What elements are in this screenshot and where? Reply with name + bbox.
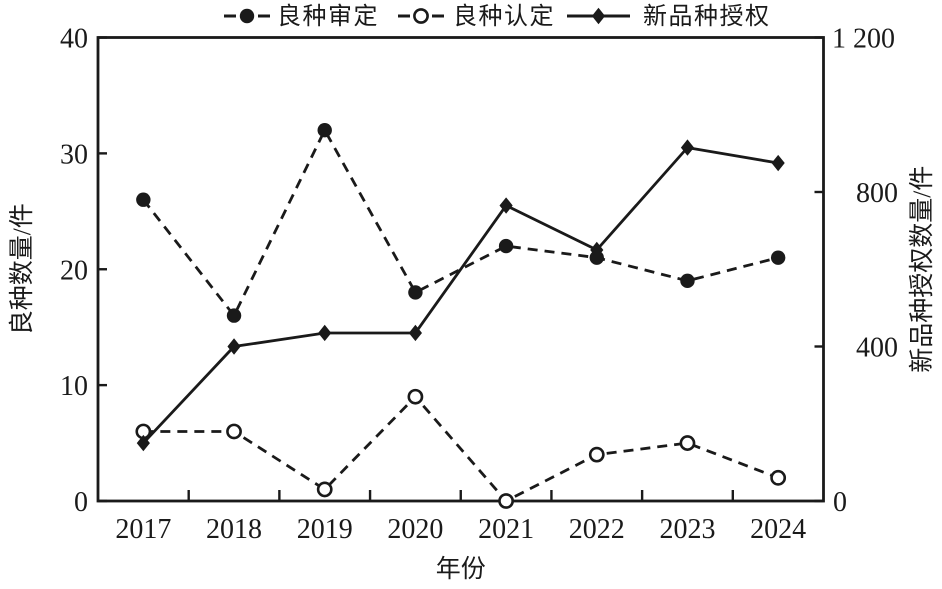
series-0-marker	[136, 192, 151, 207]
legend-label: 新品种授权	[643, 3, 771, 30]
series-0-marker	[226, 308, 242, 323]
legend: 良种审定 良种认定 新品种授权	[224, 3, 771, 30]
series-2-marker	[590, 241, 604, 259]
legend-filled-circle-icon	[239, 8, 255, 24]
x-tick-label: 2019	[297, 514, 353, 545]
x-tick-label: 2022	[569, 514, 625, 545]
series-1-marker	[407, 388, 424, 405]
series-0-marker	[317, 123, 332, 138]
y-left-tick-label: 30	[60, 139, 88, 170]
series-1-marker	[316, 481, 333, 498]
legend-item-2: 新品种授权	[567, 3, 771, 30]
series-0-marker	[498, 238, 514, 254]
x-axis-title: 年份	[436, 555, 486, 583]
y-left-tick-label: 20	[60, 255, 88, 286]
series-2-marker	[408, 324, 423, 342]
series-1-marker	[770, 469, 787, 486]
legend-label: 良种审定	[277, 3, 379, 30]
series-2-marker	[499, 197, 513, 214]
legend-open-circle-icon	[413, 8, 429, 24]
x-tick-label: 2021	[478, 514, 534, 545]
y-right-tick-label: 800	[856, 178, 898, 209]
x-tick-label: 2017	[115, 514, 171, 545]
x-tick-label: 2023	[659, 514, 715, 545]
legend-item-0: 良种审定	[224, 3, 379, 30]
series-2-marker	[771, 154, 785, 172]
series-2-marker	[227, 338, 241, 355]
series-line-1	[143, 394, 779, 503]
series-2-marker	[680, 139, 695, 156]
x-tick-label: 2018	[206, 514, 262, 545]
legend-item-1: 良种认定	[398, 3, 555, 30]
series-line-2	[142, 146, 779, 445]
series-1-marker	[679, 435, 696, 451]
y-right-tick-label: 1 200	[832, 24, 895, 55]
series-1-marker	[588, 446, 605, 463]
y-right-tick-label: 0	[833, 487, 847, 518]
y-left-tick-label: 10	[60, 371, 88, 402]
x-tick-label: 2024	[750, 514, 806, 545]
series-2-marker	[318, 324, 332, 342]
series-0-marker	[770, 250, 786, 265]
series-1-marker	[226, 423, 242, 440]
legend-filled-diamond-icon	[591, 7, 606, 25]
y-left-axis-title: 良种数量/件	[8, 203, 36, 335]
series-0-marker	[680, 273, 695, 289]
series-2-marker	[136, 434, 150, 452]
series-1-marker	[498, 493, 514, 509]
y-right-axis-title: 新品种授权数量/件	[908, 166, 936, 373]
y-right-tick-label: 400	[856, 333, 898, 364]
legend-label: 良种认定	[453, 3, 555, 30]
series-line-0	[142, 127, 779, 319]
x-tick-label: 2020	[387, 514, 443, 545]
y-left-tick-label: 40	[60, 24, 88, 55]
y-left-tick-label: 0	[74, 487, 88, 518]
series-0-marker	[408, 285, 423, 300]
